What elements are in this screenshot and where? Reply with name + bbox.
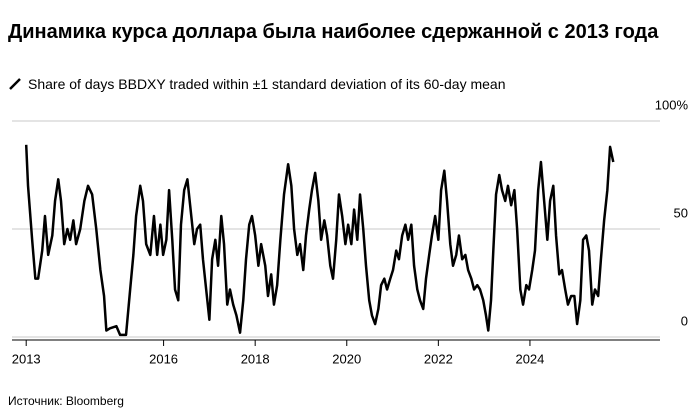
data-line	[24, 144, 615, 337]
subtitle-text: Share of days BBDXY traded within ±1 sta…	[28, 76, 506, 92]
chart: 0 50 100% 2013 2016 2018 2020 2022 2024	[12, 97, 689, 366]
x-tick-label: 2020	[332, 351, 361, 366]
y-tick-label: 0	[681, 313, 688, 328]
y-tick-label: 50	[674, 205, 688, 220]
x-tick-label: 2018	[241, 351, 270, 366]
chart-title: Динамика курса доллара была наиболее сде…	[8, 21, 659, 43]
x-tick-label: 2022	[424, 351, 453, 366]
legend-icon	[9, 78, 21, 90]
x-tick-label: 2013	[12, 351, 41, 366]
x-tick-label: 2024	[515, 351, 544, 366]
source: Источник: Bloomberg	[8, 394, 124, 408]
subtitle: Share of days BBDXY traded within ±1 sta…	[8, 76, 505, 92]
x-tick-label: 2016	[149, 351, 178, 366]
y-tick-label: 100%	[655, 97, 689, 112]
